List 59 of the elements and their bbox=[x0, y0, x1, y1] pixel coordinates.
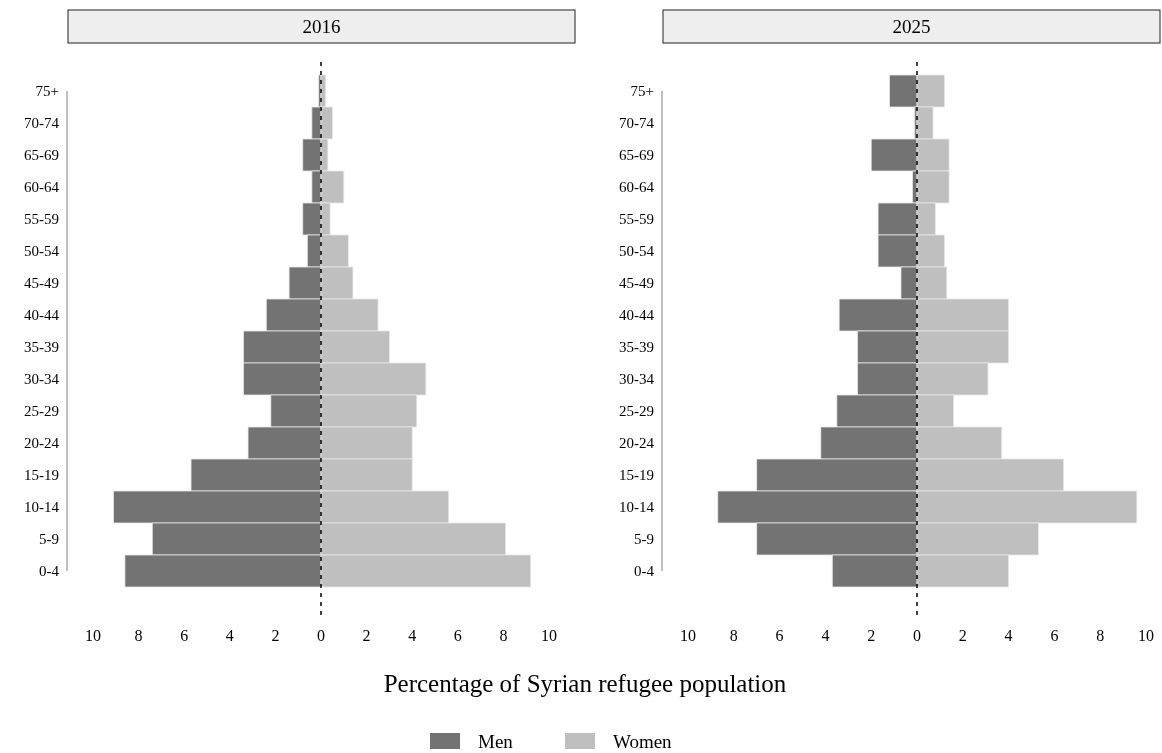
y-tick-label: 5-9 bbox=[39, 531, 59, 547]
x-tick-label: 2 bbox=[271, 627, 280, 644]
y-tick-label: 20-24 bbox=[24, 435, 60, 451]
y-tick-label: 45-49 bbox=[24, 275, 59, 291]
y-tick-label: 60-64 bbox=[24, 179, 60, 195]
x-tick-label: 0 bbox=[317, 627, 325, 644]
y-tick-label: 70-74 bbox=[619, 115, 655, 131]
y-tick-label: 0-4 bbox=[634, 563, 655, 579]
x-tick-label: 4 bbox=[225, 627, 234, 644]
y-tick-label: 30-34 bbox=[619, 371, 655, 387]
x-tick-label: 10 bbox=[680, 627, 696, 644]
y-tick-label: 15-19 bbox=[24, 467, 59, 483]
x-tick-label: 4 bbox=[821, 627, 830, 644]
x-tick-label: 0 bbox=[913, 627, 921, 644]
x-tick-label: 2 bbox=[958, 627, 967, 644]
legend-label: Men bbox=[478, 731, 514, 752]
y-tick-label: 25-29 bbox=[619, 403, 654, 419]
chart-title: 2016 bbox=[302, 16, 341, 37]
x-tick-label: 8 bbox=[729, 627, 738, 644]
legend-label: Women bbox=[613, 731, 673, 752]
y-tick-label: 75+ bbox=[630, 83, 654, 99]
x-tick-label: 4 bbox=[408, 627, 417, 644]
y-tick-label: 75+ bbox=[35, 83, 59, 99]
y-tick-label: 10-14 bbox=[24, 499, 60, 515]
y-tick-label: 20-24 bbox=[619, 435, 655, 451]
y-tick-label: 65-69 bbox=[619, 147, 654, 163]
x-tick-label: 6 bbox=[180, 627, 189, 644]
x-tick-label: 8 bbox=[134, 627, 143, 644]
y-tick-label: 70-74 bbox=[24, 115, 60, 131]
y-tick-label: 55-59 bbox=[619, 211, 654, 227]
y-tick-label: 45-49 bbox=[619, 275, 654, 291]
y-tick-label: 35-39 bbox=[24, 339, 59, 355]
x-tick-label: 10 bbox=[1138, 627, 1154, 644]
y-tick-label: 10-14 bbox=[619, 499, 655, 515]
y-tick-label: 25-29 bbox=[24, 403, 59, 419]
y-tick-label: 55-59 bbox=[24, 211, 59, 227]
y-tick-label: 5-9 bbox=[634, 531, 654, 547]
y-tick-label: 65-69 bbox=[24, 147, 59, 163]
y-tick-label: 35-39 bbox=[619, 339, 654, 355]
y-tick-label: 60-64 bbox=[619, 179, 655, 195]
y-tick-label: 15-19 bbox=[619, 467, 654, 483]
y-tick-label: 40-44 bbox=[24, 307, 60, 323]
x-axis-title: Percentage of Syrian refugee population bbox=[383, 670, 787, 697]
x-tick-label: 8 bbox=[1096, 627, 1105, 644]
x-tick-label: 4 bbox=[1004, 627, 1013, 644]
x-tick-label: 6 bbox=[775, 627, 784, 644]
y-tick-label: 50-54 bbox=[24, 243, 60, 259]
y-tick-label: 50-54 bbox=[619, 243, 655, 259]
y-tick-label: 40-44 bbox=[619, 307, 655, 323]
x-tick-label: 10 bbox=[541, 627, 557, 644]
x-tick-label: 8 bbox=[499, 627, 508, 644]
x-tick-label: 10 bbox=[85, 627, 101, 644]
x-tick-label: 6 bbox=[453, 627, 462, 644]
y-tick-label: 30-34 bbox=[24, 371, 60, 387]
x-tick-label: 6 bbox=[1050, 627, 1059, 644]
chart-title: 2025 bbox=[892, 16, 931, 37]
y-tick-label: 0-4 bbox=[39, 563, 60, 579]
x-tick-label: 2 bbox=[362, 627, 371, 644]
x-tick-label: 2 bbox=[867, 627, 876, 644]
